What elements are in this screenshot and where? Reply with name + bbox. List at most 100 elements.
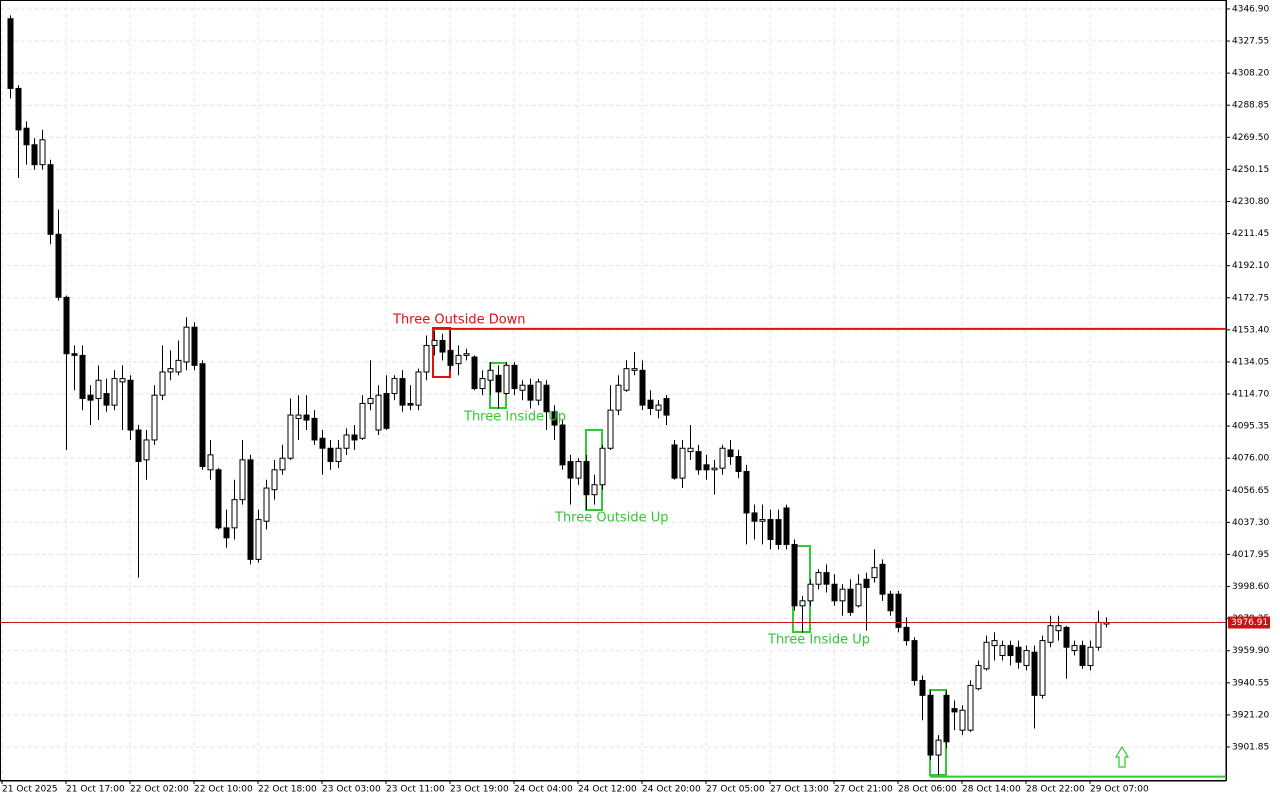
pattern-label: Three Outside Down — [392, 313, 526, 328]
x-tick-label: 23 Oct 19:00 — [450, 785, 509, 795]
candle-body — [975, 664, 982, 690]
candle-body — [911, 640, 918, 681]
candle-body — [495, 374, 502, 393]
candle-body — [415, 371, 422, 406]
x-tick-label: 27 Oct 05:00 — [706, 785, 765, 795]
candle-body — [583, 461, 590, 496]
buy-arrow — [1114, 745, 1130, 768]
candle-body — [247, 459, 254, 560]
candle-body — [767, 519, 774, 540]
candle-body — [535, 381, 542, 401]
candle-body — [887, 593, 894, 612]
candle-body — [783, 507, 790, 545]
x-tick-label: 24 Oct 20:00 — [642, 785, 701, 795]
candle-body — [727, 449, 734, 458]
candle-body — [1063, 626, 1070, 648]
candle-body — [55, 233, 62, 298]
candle-body — [543, 384, 550, 413]
candle-body — [263, 487, 270, 522]
candle-body — [423, 344, 430, 373]
candle-body — [943, 694, 950, 743]
candle-body — [119, 378, 126, 383]
candle-body — [999, 645, 1006, 657]
candle-body — [231, 499, 238, 529]
y-tick-label: 4192.10 — [1232, 261, 1269, 271]
candle-body — [1015, 646, 1022, 663]
candle-body — [143, 439, 150, 461]
x-tick-label: 27 Oct 21:00 — [834, 785, 893, 795]
candle-body — [447, 349, 454, 366]
candle-body — [503, 364, 510, 395]
pattern-label: Three Inside Up — [463, 410, 566, 425]
x-tick-label: 27 Oct 13:00 — [770, 785, 829, 795]
candle-body — [559, 424, 566, 466]
y-tick-label: 3959.90 — [1232, 646, 1269, 656]
candle-body — [343, 434, 350, 449]
candle-body — [439, 339, 446, 353]
y-tick-label: 4211.45 — [1232, 229, 1269, 239]
candle-body — [31, 144, 38, 166]
candle-body — [63, 296, 70, 355]
candle-body — [1079, 645, 1086, 666]
candle-body — [79, 354, 86, 399]
candle-body — [623, 368, 630, 391]
x-tick-label: 22 Oct 10:00 — [194, 785, 253, 795]
candle-body — [1039, 640, 1046, 696]
y-tick-label: 4250.15 — [1232, 165, 1269, 175]
candle-body — [351, 434, 358, 441]
x-tick-label: 21 Oct 2025 — [2, 785, 58, 795]
candle-body — [903, 626, 910, 642]
candle-body — [1087, 646, 1094, 666]
candle-body — [823, 572, 830, 585]
y-tick-label: 4172.75 — [1232, 293, 1269, 303]
y-tick-label: 3998.60 — [1232, 582, 1269, 592]
y-tick-label: 4327.55 — [1232, 37, 1269, 47]
candle-body — [87, 394, 94, 401]
candle-body — [863, 578, 870, 589]
candle-body — [591, 484, 598, 496]
y-tick-label: 3921.20 — [1232, 710, 1269, 720]
candle-body — [319, 437, 326, 449]
candle-body — [1047, 625, 1054, 643]
y-tick-label: 4308.20 — [1232, 69, 1269, 79]
candle-body — [967, 684, 974, 731]
candle-body — [23, 127, 30, 146]
candle-body — [399, 378, 406, 406]
candle-body — [847, 588, 854, 613]
candle-body — [935, 739, 942, 756]
candle-body — [271, 469, 278, 491]
candle-body — [527, 384, 534, 401]
candle-body — [311, 417, 318, 441]
candle-body — [223, 527, 230, 539]
candle-body — [671, 444, 678, 479]
x-tick-label: 23 Oct 11:00 — [386, 785, 445, 795]
candle-body — [927, 694, 934, 756]
candle-body — [951, 708, 958, 713]
candle-body — [303, 414, 310, 421]
x-tick-label: 22 Oct 18:00 — [258, 785, 317, 795]
candle-body — [687, 447, 694, 453]
candle-body — [431, 339, 438, 346]
pattern-label: Three Inside Up — [767, 633, 870, 648]
candle-body — [895, 593, 902, 628]
current-price-label: 3976.91 — [1231, 618, 1268, 628]
candle-body — [511, 364, 518, 390]
candle-body — [47, 164, 54, 235]
candle-body — [983, 641, 990, 670]
candle-body — [735, 456, 742, 472]
y-tick-label: 4017.95 — [1232, 550, 1269, 560]
candle-body — [159, 371, 166, 396]
candle-body — [111, 378, 118, 406]
candle-body — [647, 399, 654, 409]
x-tick-label: 28 Oct 06:00 — [898, 785, 957, 795]
y-tick-label: 4288.85 — [1232, 101, 1269, 111]
candle-body — [703, 464, 710, 471]
candle-body — [695, 451, 702, 471]
candle-body — [1095, 621, 1102, 648]
candle-body — [239, 459, 246, 501]
candle-body — [287, 414, 294, 459]
candle-body — [1023, 650, 1030, 666]
candle-body — [391, 378, 398, 395]
candle-body — [367, 397, 374, 404]
x-tick-label: 29 Oct 07:00 — [1090, 785, 1149, 795]
